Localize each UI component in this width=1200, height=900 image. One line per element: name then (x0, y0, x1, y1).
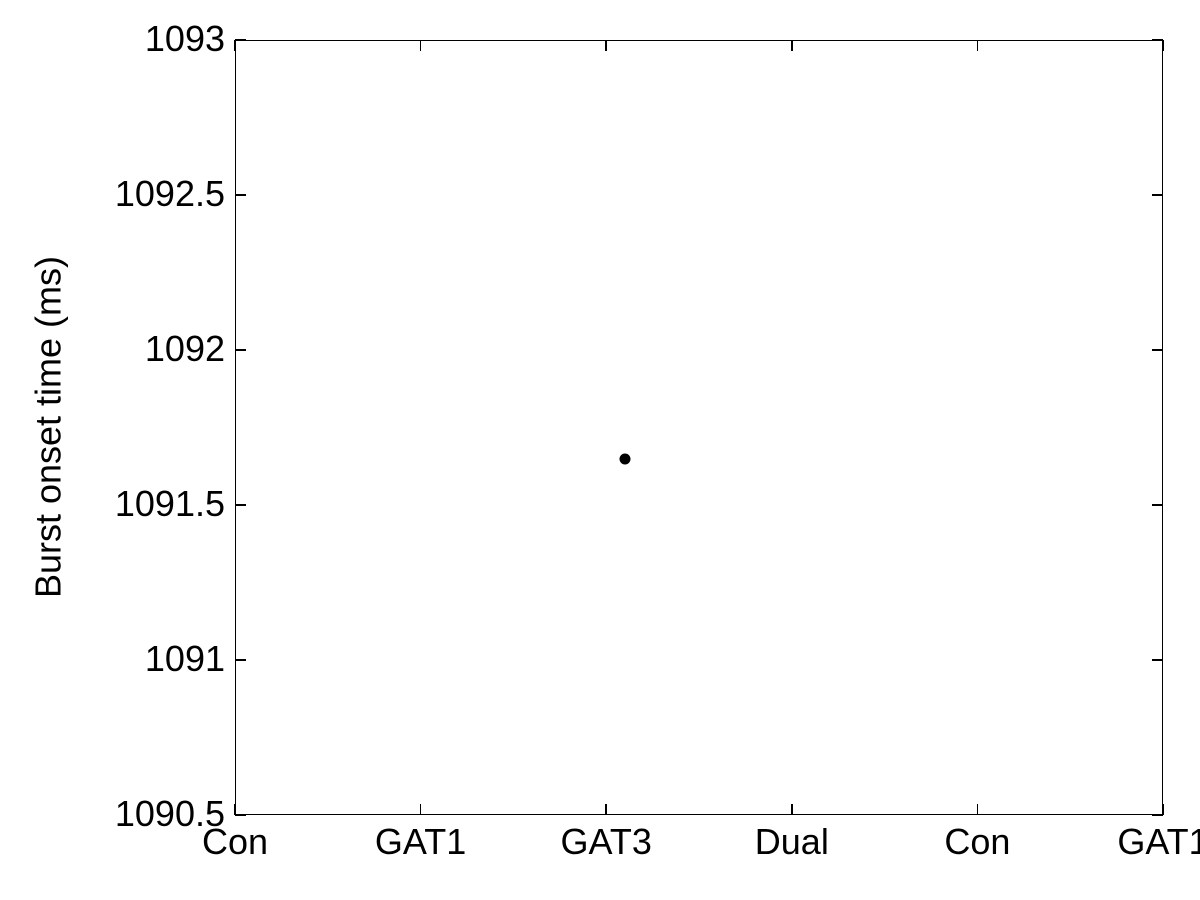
y-axis-title: Burst onset time (ms) (27, 39, 69, 814)
chart-container: Burst onset time (ms) 1090.510911091.510… (0, 0, 1200, 900)
y-tick-label: 1091.5 (115, 483, 225, 525)
y-tick (235, 349, 246, 351)
x-tick-top (977, 40, 979, 51)
x-tick-label: Con (202, 821, 268, 863)
x-tick-label: Con (944, 821, 1010, 863)
x-tick (791, 804, 793, 815)
x-tick (1162, 804, 1164, 815)
data-point (619, 453, 630, 464)
x-tick (234, 804, 236, 815)
plot-area (235, 40, 1163, 815)
x-tick-top (1162, 40, 1164, 51)
x-tick-label: GAT1 (375, 821, 466, 863)
y-tick (235, 39, 246, 41)
y-tick-right (1152, 504, 1163, 506)
y-tick-label: 1092.5 (115, 173, 225, 215)
y-tick (235, 504, 246, 506)
y-tick-right (1152, 194, 1163, 196)
x-tick-label: GAT1 (1117, 821, 1200, 863)
x-tick (420, 804, 422, 815)
x-tick-label: GAT3 (561, 821, 652, 863)
y-tick (235, 194, 246, 196)
x-tick (605, 804, 607, 815)
x-tick-top (791, 40, 793, 51)
y-tick-label: 1092 (145, 328, 225, 370)
x-tick-top (605, 40, 607, 51)
x-tick-top (234, 40, 236, 51)
y-tick-right (1152, 659, 1163, 661)
y-tick (235, 814, 246, 816)
y-tick (235, 659, 246, 661)
y-tick-label: 1091 (145, 638, 225, 680)
x-tick-label: Dual (755, 821, 829, 863)
y-tick-right (1152, 349, 1163, 351)
y-tick-label: 1093 (145, 18, 225, 60)
x-tick (977, 804, 979, 815)
x-tick-top (420, 40, 422, 51)
